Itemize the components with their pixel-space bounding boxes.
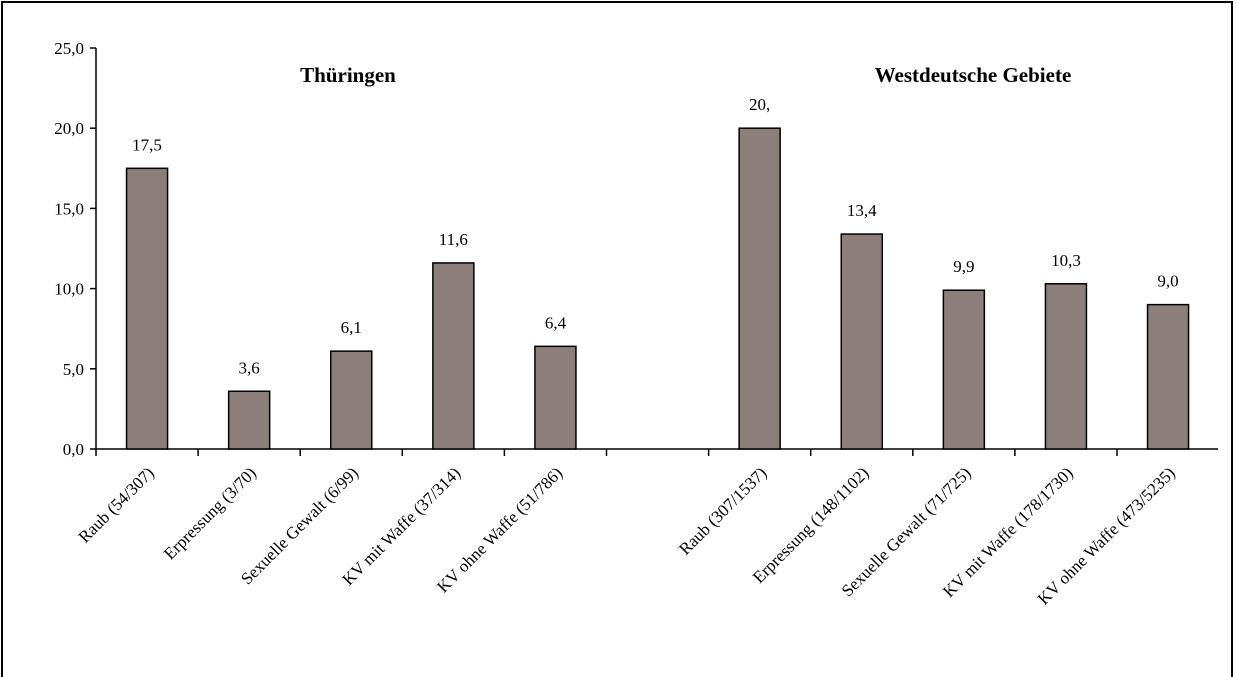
bar — [840, 233, 883, 450]
y-tick-label: 10,0 — [54, 280, 84, 299]
group-title: Westdeutsche Gebiete — [875, 63, 1072, 87]
bar — [1044, 283, 1088, 450]
data-label: 9,9 — [953, 257, 974, 276]
bar — [738, 127, 781, 450]
data-label: 6,4 — [545, 313, 567, 332]
y-tick-label: 5,0 — [63, 360, 84, 379]
category-label: Erpressung (3/70) — [160, 463, 260, 563]
data-label: 3,6 — [239, 358, 260, 377]
y-tick-label: 25,0 — [54, 39, 84, 58]
bar — [227, 390, 271, 450]
data-label: 11,6 — [439, 230, 468, 249]
data-label: 6,1 — [341, 318, 362, 337]
group-title: Thüringen — [300, 63, 396, 87]
labels: Thüringen 17,5 Raub (54/307) 3,6 Erpressung … — [75, 63, 1179, 608]
bar — [1146, 303, 1190, 450]
bar — [432, 262, 475, 450]
data-label: 20, — [749, 95, 770, 114]
category-label: Raub (307/1537) — [675, 463, 770, 558]
y-tick-label: 15,0 — [54, 199, 84, 218]
data-label: 9,0 — [1157, 272, 1178, 291]
axes: 0,0 5,0 10,0 15,0 20,0 25,0 — [54, 39, 1218, 459]
data-label: 10,3 — [1051, 251, 1081, 270]
category-label: Erpressung (148/1102) — [749, 463, 873, 587]
bar — [534, 345, 577, 450]
category-label: Raub (54/307) — [75, 463, 158, 546]
bars — [125, 127, 1190, 450]
y-tick-label: 0,0 — [63, 440, 84, 459]
bar — [125, 167, 169, 450]
bar — [942, 289, 986, 450]
y-tick-label: 20,0 — [54, 119, 84, 138]
data-label: 13,4 — [847, 201, 877, 220]
data-label: 17,5 — [132, 135, 162, 154]
bar — [330, 350, 373, 450]
